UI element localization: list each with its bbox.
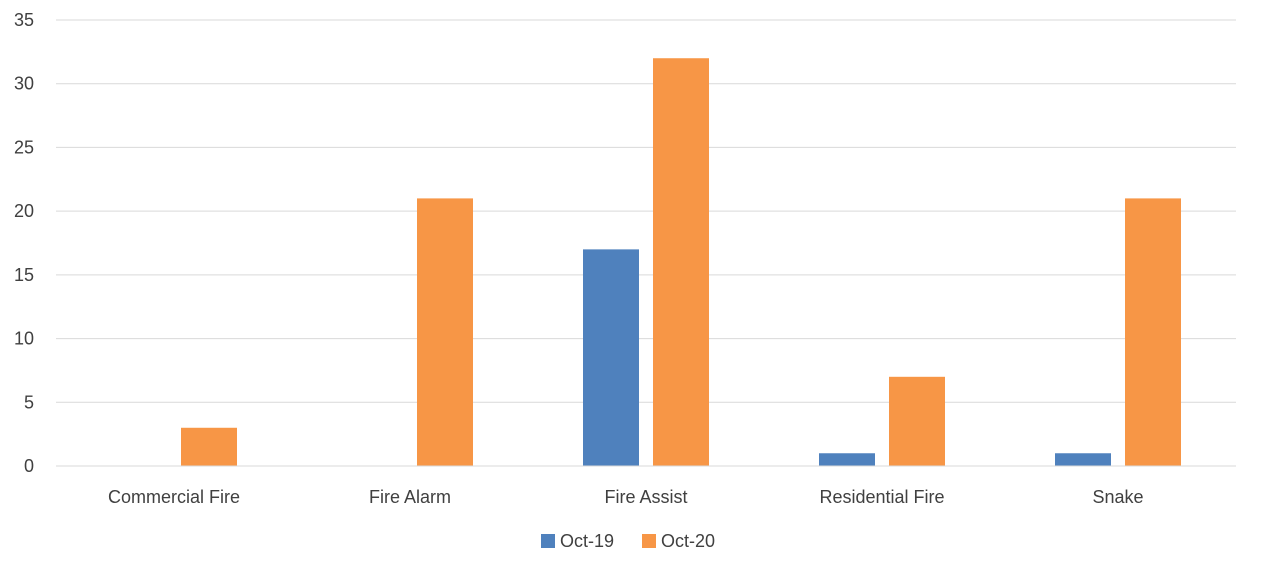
- bar-oct-20-fire-assist: [653, 58, 709, 466]
- legend-label-oct-20: Oct-20: [661, 531, 715, 551]
- bar-oct-20-fire-alarm: [417, 198, 473, 466]
- x-tick-label-fire-assist: Fire Assist: [604, 487, 687, 507]
- legend-label-oct-19: Oct-19: [560, 531, 614, 551]
- legend-swatch-oct-19: [541, 534, 555, 548]
- y-axis-tick-labels: 0 5 10 15 20 25 30 35: [14, 10, 34, 476]
- bars: [181, 58, 1181, 466]
- bar-oct-20-commercial-fire: [181, 427, 237, 466]
- bar-oct-19-snake: [1055, 453, 1111, 466]
- y-tick-label-25: 25: [14, 137, 34, 157]
- legend: Oct-19 Oct-20: [541, 531, 715, 551]
- y-tick-label-0: 0: [24, 456, 34, 476]
- x-tick-label-residential-fire: Residential Fire: [819, 487, 944, 507]
- bar-oct-19-fire-assist: [583, 249, 639, 466]
- y-tick-label-10: 10: [14, 329, 34, 349]
- bar-oct-19-residential-fire: [819, 453, 875, 466]
- y-tick-label-5: 5: [24, 392, 34, 412]
- x-tick-label-fire-alarm: Fire Alarm: [369, 487, 451, 507]
- bar-oct-20-residential-fire: [889, 376, 945, 466]
- y-tick-label-35: 35: [14, 10, 34, 30]
- legend-swatch-oct-20: [642, 534, 656, 548]
- x-tick-label-commercial-fire: Commercial Fire: [108, 487, 240, 507]
- x-tick-label-snake: Snake: [1092, 487, 1143, 507]
- y-tick-label-20: 20: [14, 201, 34, 221]
- y-tick-label-15: 15: [14, 265, 34, 285]
- x-axis-tick-labels: Commercial Fire Fire Alarm Fire Assist Resi…: [108, 487, 1144, 507]
- gridlines: [56, 19, 1236, 403]
- y-tick-label-30: 30: [14, 74, 34, 94]
- bar-oct-20-snake: [1125, 198, 1181, 466]
